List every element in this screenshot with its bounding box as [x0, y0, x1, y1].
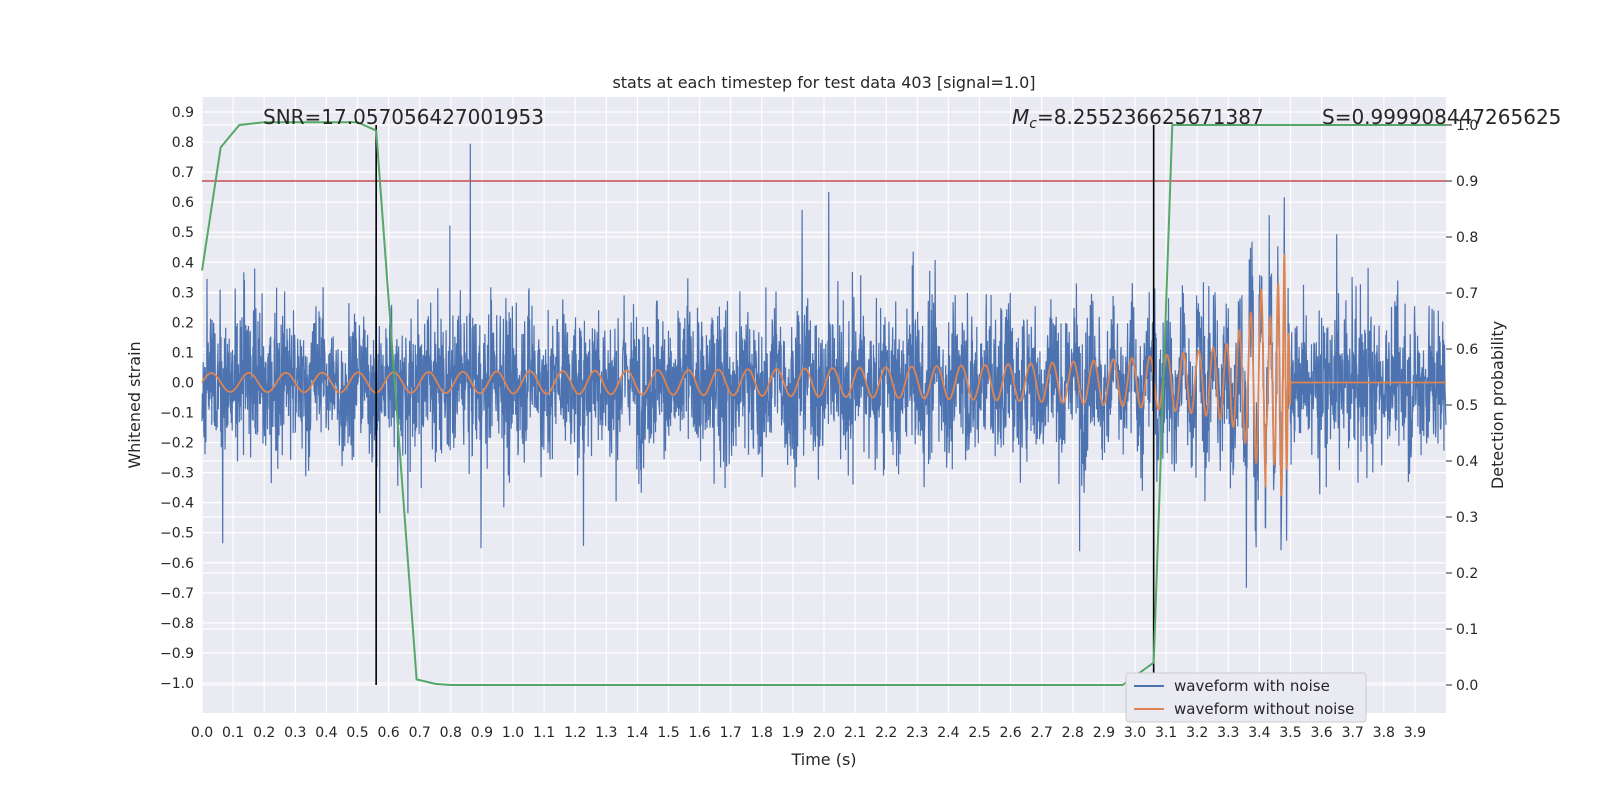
x-tick-label: 2.9	[1093, 725, 1115, 741]
x-tick-label: 3.9	[1404, 725, 1426, 741]
x-tick-label: 2.6	[999, 725, 1021, 741]
x-tick-label: 0.0	[191, 725, 213, 741]
x-tick-label: 1.2	[564, 725, 586, 741]
y-right-tick-label: 0.5	[1456, 398, 1478, 414]
ticks: 0.0 0.1 0.2 0.3 0.4 0.5 0.6 0.7 0.8 0.9 1.0 1.1 1.2 1…	[160, 105, 1478, 741]
x-tick-label: 2.8	[1062, 725, 1084, 741]
y-left-tick-label: 0.1	[172, 345, 194, 361]
x-axis-label: Time (s)	[790, 750, 856, 769]
x-tick-label: 2.5	[968, 725, 990, 741]
x-tick-label: 1.1	[533, 725, 555, 741]
y-left-tick-label: −0.5	[160, 526, 194, 542]
y-right-tick-label: 0.9	[1456, 174, 1478, 190]
x-tick-label: 0.1	[222, 725, 244, 741]
y-right-tick-label: 0.8	[1456, 230, 1478, 246]
x-tick-label: 3.1	[1155, 725, 1177, 741]
x-tick-label: 3.0	[1124, 725, 1146, 741]
x-tick-label: 3.8	[1373, 725, 1395, 741]
x-tick-label: 1.3	[595, 725, 617, 741]
x-tick-label: 0.3	[284, 725, 306, 741]
x-tick-label: 1.9	[782, 725, 804, 741]
x-tick-label: 0.8	[440, 725, 462, 741]
annotation-mc-subscript: c	[1029, 116, 1037, 132]
y-right-tick-label: 0.3	[1456, 510, 1478, 526]
y-left-tick-label: 0.6	[172, 195, 194, 211]
y-left-tick-label: 0.8	[172, 135, 194, 151]
y-right-tick-label: 0.2	[1456, 566, 1478, 582]
y-right-tick-label: 0.1	[1456, 622, 1478, 638]
x-tick-label: 3.5	[1279, 725, 1301, 741]
series-waveform-without-noise	[201, 253, 1446, 497]
legend-label-clean: waveform without noise	[1174, 700, 1354, 718]
x-tick-label: 3.6	[1310, 725, 1332, 741]
y-left-tick-label: 0.4	[172, 255, 194, 271]
series-waveform-with-noise	[201, 143, 1447, 588]
x-tick-label: 2.3	[906, 725, 928, 741]
annotation-chirp-mass: Mc=8.255236625671387	[1012, 105, 1264, 132]
x-tick-label: 0.2	[253, 725, 275, 741]
annotation-snr: SNR=17.057056427001953	[263, 105, 544, 129]
line-waveform-with-noise	[201, 143, 1447, 588]
x-tick-label: 2.7	[1031, 725, 1053, 741]
line-detection-probability	[201, 121, 1446, 686]
y-right-tick-label: 0.6	[1456, 342, 1478, 358]
y-left-tick-label: −0.8	[160, 616, 194, 632]
x-tick-label: 2.0	[813, 725, 835, 741]
x-tick-label: 3.2	[1186, 725, 1208, 741]
y-left-tick-label: 0.2	[172, 315, 194, 331]
y-left-tick-label: −0.9	[160, 646, 194, 662]
x-tick-label: 2.4	[937, 725, 959, 741]
annotation-mc-value: =8.255236625671387	[1037, 105, 1264, 129]
x-tick-label: 3.3	[1217, 725, 1239, 741]
x-tick-label: 1.0	[502, 725, 524, 741]
x-tick-label: 0.7	[409, 725, 431, 741]
y-left-tick-label: 0.0	[172, 375, 194, 391]
y-left-tick-label: −0.6	[160, 556, 194, 572]
y-left-tick-label: −0.4	[160, 496, 194, 512]
x-tick-label: 1.7	[720, 725, 742, 741]
y-left-tick-label: −0.2	[160, 436, 194, 452]
y-left-tick-label: 0.7	[172, 165, 194, 181]
x-tick-label: 3.7	[1342, 725, 1364, 741]
y-left-tick-label: 0.5	[172, 225, 194, 241]
overlays	[201, 121, 1446, 686]
x-tick-label: 2.1	[844, 725, 866, 741]
x-tick-label: 1.4	[626, 725, 648, 741]
y-left-tick-label: −0.1	[160, 406, 194, 422]
x-tick-label: 0.5	[346, 725, 368, 741]
y-left-tick-label: −0.3	[160, 466, 194, 482]
legend-box	[1125, 672, 1367, 723]
y-axis-right-label: Detection probability	[1488, 321, 1507, 489]
y-left-tick-label: −1.0	[160, 676, 194, 692]
y-axis-left-label: Whitened strain	[125, 341, 144, 468]
x-tick-label: 1.5	[657, 725, 679, 741]
legend: waveform with noise waveform without noi…	[1125, 672, 1367, 723]
x-tick-label: 1.8	[751, 725, 773, 741]
annotation-score: S=0.999908447265625	[1322, 105, 1561, 129]
x-tick-label: 1.6	[688, 725, 710, 741]
x-tick-label: 2.2	[875, 725, 897, 741]
chart-title: stats at each timestep for test data 403…	[612, 73, 1035, 92]
legend-label-noise: waveform with noise	[1174, 677, 1330, 695]
y-right-tick-label: 1.0	[1456, 118, 1478, 134]
y-left-tick-label: −0.7	[160, 586, 194, 602]
y-right-tick-label: 0.0	[1456, 678, 1478, 694]
x-tick-label: 0.4	[315, 725, 337, 741]
x-tick-label: 0.9	[471, 725, 493, 741]
y-left-tick-label: 0.9	[172, 105, 194, 121]
x-tick-label: 3.4	[1248, 725, 1270, 741]
y-right-tick-label: 0.4	[1456, 454, 1478, 470]
x-tick-label: 0.6	[377, 725, 399, 741]
line-waveform-without-noise	[201, 253, 1446, 497]
y-right-tick-label: 0.7	[1456, 286, 1478, 302]
annotation-mc-symbol: M	[1012, 105, 1029, 129]
y-left-tick-label: 0.3	[172, 285, 194, 301]
